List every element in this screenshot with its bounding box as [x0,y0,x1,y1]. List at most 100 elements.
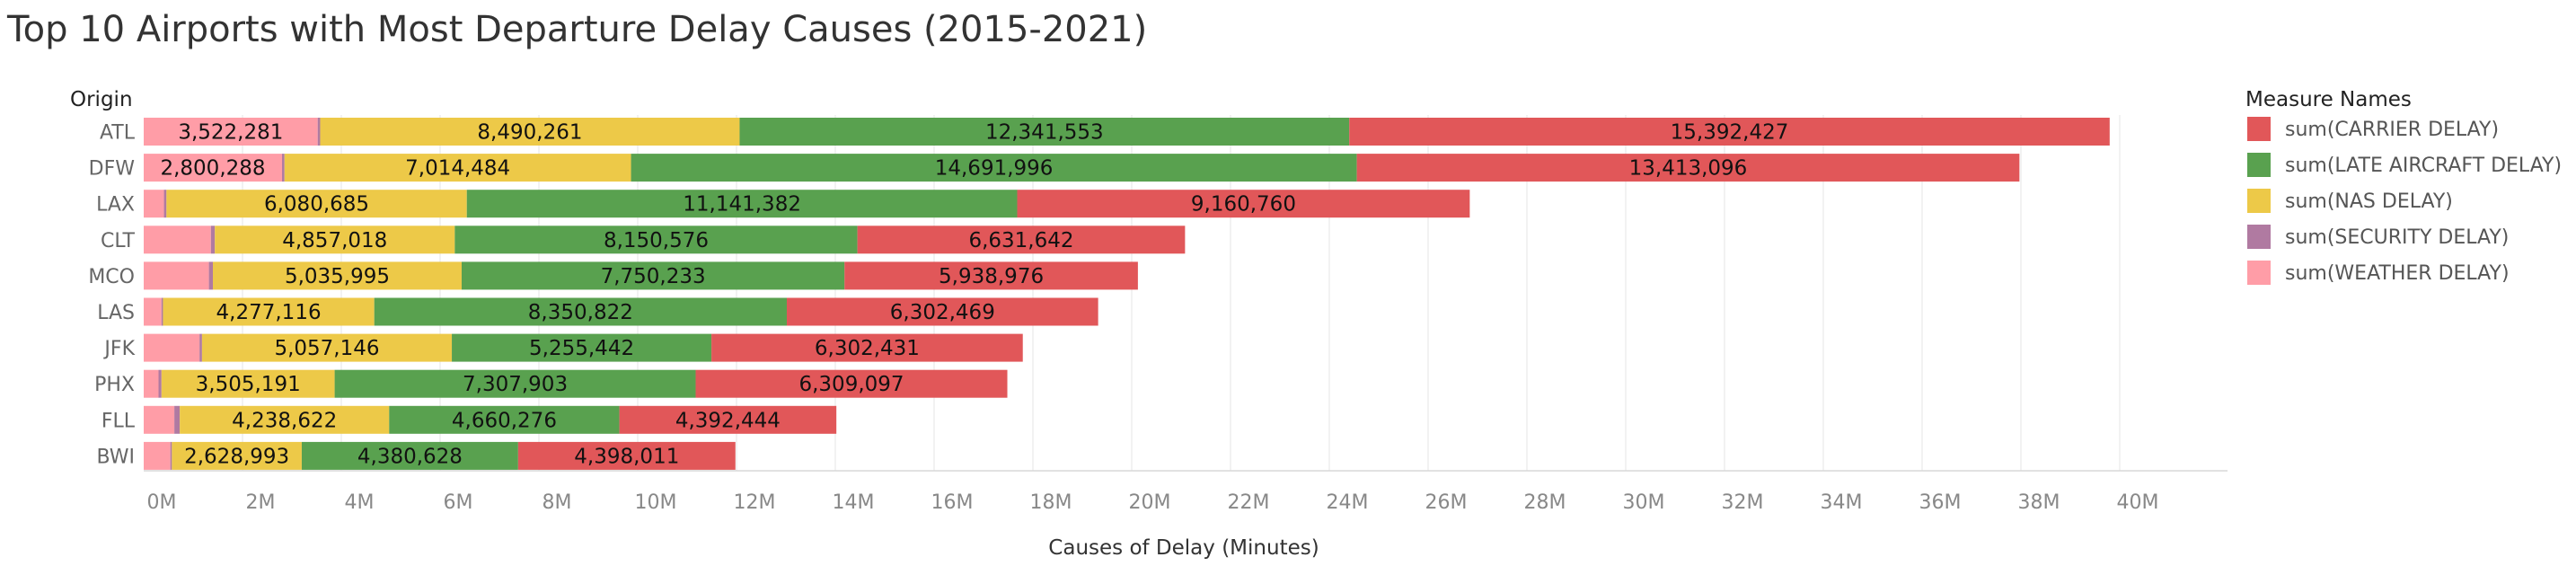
bars-layer [144,118,2110,470]
bar-weather-delay [144,261,209,290]
x-tick-label: 10M [635,491,677,514]
bar-nas-delay [201,333,453,362]
data-label: 14,691,996 [935,157,1054,181]
data-label: 7,307,903 [463,373,568,396]
data-label: 12,341,553 [985,121,1104,145]
data-label: 4,380,628 [357,445,463,468]
bar-security-delay [208,261,213,290]
data-label: 6,302,469 [890,301,995,324]
data-label: 8,490,261 [477,121,582,145]
legend-label: sum(WEATHER DELAY) [2285,262,2510,285]
bar-carrier-delay [1349,118,2110,146]
x-tick-label: 28M [1524,491,1566,514]
bar-weather-delay [144,297,162,326]
bar-late-aircraft-delay [454,226,858,254]
category-label: JFK [102,338,135,360]
bar-late-aircraft-delay [301,441,518,470]
x-tick-label: 6M [444,491,473,514]
data-label: 8,150,576 [604,229,709,252]
category-label: LAX [96,194,135,217]
x-tick-label: 4M [345,491,375,514]
x-tick-label: 36M [1919,491,1962,514]
bar-late-aircraft-delay [466,190,1018,218]
y-axis-header: Origin [70,88,133,111]
data-label: 11,141,382 [683,193,801,217]
data-label: 4,277,116 [216,301,322,324]
x-tick-label: 8M [543,491,572,514]
bar-security-delay [161,297,163,326]
bar-nas-delay [163,297,375,326]
category-label: DFW [89,158,136,181]
legend-swatch [2247,225,2271,249]
data-label: 5,057,146 [274,337,379,360]
data-label: 6,080,685 [264,193,369,217]
bar-weather-delay [144,405,175,434]
x-tick-label: 16M [931,491,974,514]
data-label: 2,800,288 [160,157,265,181]
legend-label: sum(SECURITY DELAY) [2285,226,2509,249]
chart-title: Top 10 Airports with Most Departure Dela… [7,9,1148,50]
bar-late-aircraft-delay [631,154,1357,182]
data-label: 13,413,096 [1629,157,1748,181]
bar-weather-delay [144,226,211,254]
bar-weather-delay [144,441,171,470]
bar-nas-delay [215,226,455,254]
data-label: 4,238,622 [232,409,337,432]
legend-swatch [2247,261,2271,285]
bar-nas-delay [166,190,467,218]
bar-carrier-delay [695,369,1008,398]
bar-nas-delay [284,154,631,182]
data-label: 6,631,642 [968,229,1073,252]
legend-swatch [2247,153,2271,177]
bar-carrier-delay [1356,154,2020,182]
bar-weather-delay [144,154,283,182]
bar-nas-delay [180,405,390,434]
bar-security-delay [317,118,321,146]
data-label: 4,398,011 [574,445,679,468]
legend-label: sum(NAS DELAY) [2285,190,2453,213]
bar-nas-delay [172,441,302,470]
data-label: 5,035,995 [285,265,390,288]
bar-security-delay [163,190,167,218]
x-tick-label: 32M [1722,491,1764,514]
bar-carrier-delay [619,405,837,434]
bar-nas-delay [161,369,335,398]
bar-security-delay [282,154,285,182]
data-label: 3,505,191 [196,373,301,396]
x-tick-label: 14M [833,491,875,514]
bar-nas-delay [213,261,462,290]
legend-label: sum(CARRIER DELAY) [2285,119,2499,141]
data-label: 7,750,233 [601,265,706,288]
category-label: BWI [96,446,135,468]
x-tick-label: 18M [1030,491,1072,514]
x-tick-label: 2M [246,491,276,514]
bar-late-aircraft-delay [374,297,787,326]
labels-layer: 3,522,281 8,490,261 12,341,553 15,392,427 2,… [160,121,1788,469]
x-tick-label: 24M [1327,491,1369,514]
data-label: 6,302,431 [815,337,920,360]
data-label: 4,857,018 [282,229,387,252]
bar-security-delay [174,405,181,434]
data-label: 15,392,427 [1671,121,1789,145]
x-axis-title: Causes of Delay (Minutes) [1048,536,1319,560]
x-tick-label: 40M [2117,491,2159,514]
x-tick-label: 22M [1228,491,1270,514]
bar-carrier-delay [844,261,1138,290]
bar-weather-delay [144,190,164,218]
bar-nas-delay [320,118,740,146]
data-label: 7,014,484 [405,157,510,181]
data-label: 5,255,442 [529,337,634,360]
bar-carrier-delay [517,441,736,470]
x-tick-labels: 0M 2M 4M 6M 8M 10M 12M 14M 16M 18M 20M 22M 24M 26M 28M… [147,491,2159,514]
bar-late-aircraft-delay [452,333,712,362]
x-tick-label: 30M [1623,491,1665,514]
data-label: 3,522,281 [178,121,283,145]
data-label: 4,660,276 [452,409,557,432]
data-label: 4,392,444 [675,409,781,432]
bar-late-aircraft-delay [389,405,620,434]
x-tick-label: 12M [734,491,776,514]
data-label: 2,628,993 [184,445,289,468]
legend-swatch [2247,117,2271,141]
x-tick-label: 38M [2018,491,2060,514]
